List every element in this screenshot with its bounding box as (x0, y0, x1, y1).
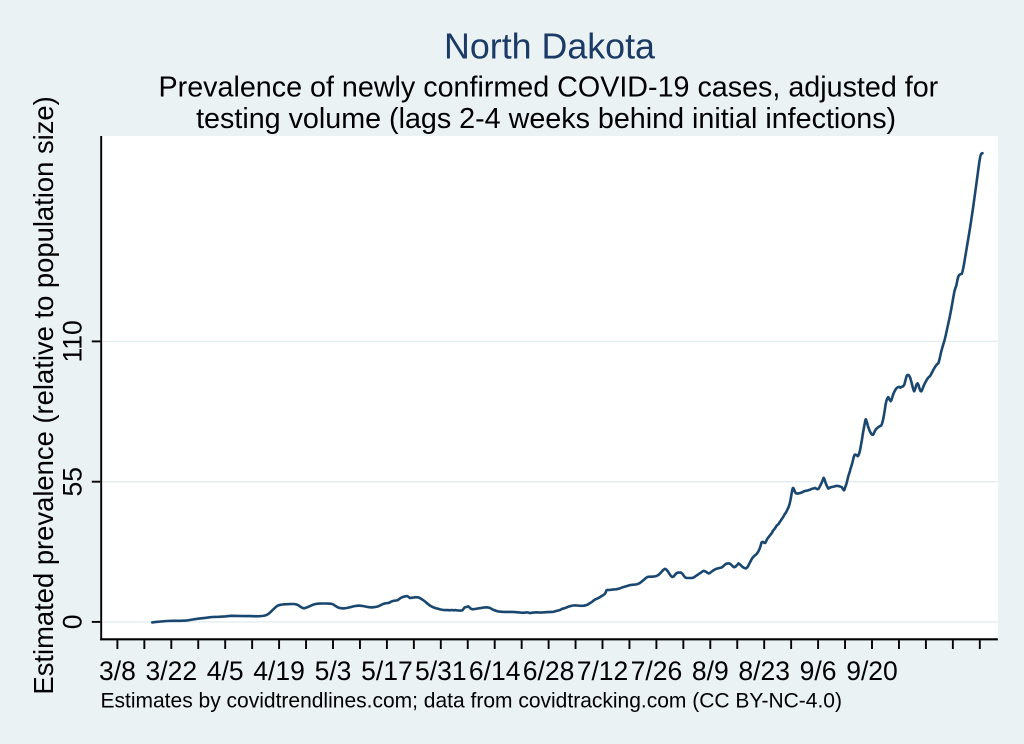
svg-text:3/8: 3/8 (99, 656, 136, 686)
svg-text:0: 0 (58, 615, 88, 630)
svg-text:testing volume (lags 2-4 weeks: testing volume (lags 2-4 weeks behind in… (196, 103, 896, 135)
svg-text:8/23: 8/23 (738, 656, 790, 686)
svg-text:9/20: 9/20 (846, 656, 898, 686)
svg-text:5/31: 5/31 (415, 656, 467, 686)
svg-text:4/19: 4/19 (253, 656, 305, 686)
svg-text:3/22: 3/22 (146, 656, 198, 686)
svg-text:Estimated prevalence (relative: Estimated prevalence (relative to popula… (28, 96, 59, 694)
svg-text:7/12: 7/12 (577, 656, 629, 686)
svg-text:55: 55 (58, 467, 88, 496)
svg-text:7/26: 7/26 (631, 656, 683, 686)
svg-text:6/14: 6/14 (469, 656, 521, 686)
svg-text:8/9: 8/9 (692, 656, 729, 686)
svg-text:5/3: 5/3 (315, 656, 352, 686)
svg-text:Prevalence of newly confirmed: Prevalence of newly confirmed COVID-19 c… (159, 72, 939, 104)
svg-text:North Dakota: North Dakota (444, 27, 655, 67)
svg-text:110: 110 (58, 320, 88, 362)
svg-text:9/6: 9/6 (800, 656, 837, 686)
svg-text:Estimates by covidtrendlines.c: Estimates by covidtrendlines.com; data f… (101, 690, 842, 713)
svg-text:5/17: 5/17 (361, 656, 413, 686)
svg-text:6/28: 6/28 (523, 656, 575, 686)
svg-text:4/5: 4/5 (207, 656, 244, 686)
